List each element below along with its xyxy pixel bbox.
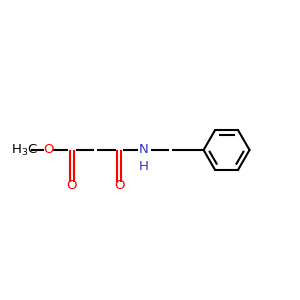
Text: H: H: [139, 160, 149, 173]
Text: N: N: [139, 143, 149, 157]
Text: O: O: [67, 179, 77, 192]
Text: O: O: [114, 179, 124, 192]
Text: H$_3$C: H$_3$C: [11, 142, 38, 158]
Text: O: O: [43, 142, 54, 156]
